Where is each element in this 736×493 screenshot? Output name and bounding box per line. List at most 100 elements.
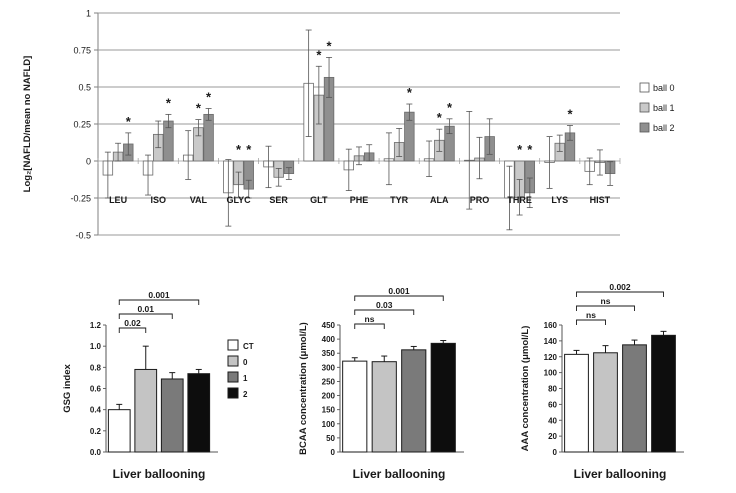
significance-pvalue: ns: [586, 310, 596, 320]
bar-aaa-concentration-1: [622, 344, 647, 453]
legend-swatch-0: [227, 355, 239, 367]
significance-asterisk: *: [567, 106, 573, 121]
ytick-label: 0: [86, 157, 91, 167]
ytick-label: 0.75: [73, 46, 91, 56]
significance-pvalue: ns: [365, 314, 375, 324]
ytick-label: 400: [322, 335, 336, 344]
ytick-label: 0.8: [90, 363, 102, 372]
ytick-label: -0.25: [70, 194, 91, 204]
ytick-label: 1.0: [90, 342, 102, 351]
bar-val-ball-2: [203, 113, 214, 162]
bar-aaa-concentration-2: [651, 334, 676, 453]
significance-pvalue: 0.001: [148, 290, 170, 300]
ytick-label: 80: [548, 385, 557, 394]
category-label-glt: GLT: [310, 195, 328, 205]
ytick-label: 140: [544, 337, 558, 346]
legend-swatch-2: [227, 387, 239, 399]
category-label-val: VAL: [190, 195, 208, 205]
ytick-label: 150: [322, 406, 336, 415]
legend-label-0: 0: [243, 358, 248, 367]
y-axis-title: GSG index: [62, 364, 73, 413]
ytick-label: 350: [322, 349, 336, 358]
x-axis-title: Liver ballooning: [113, 467, 206, 481]
ytick-label: 450: [322, 321, 336, 330]
significance-pvalue: 0.03: [376, 300, 393, 310]
significance-pvalue: ns: [601, 296, 611, 306]
category-label-lys: LYS: [551, 195, 568, 205]
ytick-label: 0.4: [90, 406, 102, 415]
ytick-label: 20: [548, 432, 557, 441]
aaa-chart: 0 20 40 60 80 100 120 140 160 AAA concentration (…: [520, 282, 684, 481]
category-label-tyr: TYR: [390, 195, 409, 205]
legend-swatch-1: [227, 371, 239, 383]
legend-label-2: 2: [243, 390, 248, 399]
bar-bcaa-concentration-1: [401, 349, 427, 453]
ytick-label: 100: [322, 420, 336, 429]
significance-bracket: [576, 291, 664, 297]
category-label-glyc: GLYC: [226, 195, 251, 205]
significance-asterisk: *: [126, 114, 132, 129]
bar-bcaa-concentration-0: [371, 361, 397, 453]
category-label-leu: LEU: [109, 195, 127, 205]
category-label-ala: ALA: [430, 195, 449, 205]
bar-bcaa-concentration-ct: [342, 360, 368, 453]
significance-bracket: [118, 327, 147, 333]
gsg-index-chart: 0.0 0.2 0.4 0.6 0.8 1.0 1.2 GSG index Liver ball…: [62, 290, 254, 481]
significance-asterisk: *: [327, 38, 333, 53]
significance-bracket: [354, 295, 444, 301]
legend-label-ball-2: ball 2: [653, 123, 675, 133]
bcaa-chart: 0 50 100 150 200 250 300 350 400 450 BCAA concentr…: [298, 286, 464, 481]
legend-label-ball-1: ball 1: [653, 103, 675, 113]
significance-pvalue: 0.001: [388, 286, 410, 296]
y-axis-title: Log₂[NAFLD/mean no NAFLD]: [22, 56, 33, 193]
ytick-label: 1: [86, 9, 91, 19]
ytick-label: 160: [544, 321, 558, 330]
bar-bcaa-concentration-2: [430, 342, 456, 453]
ytick-label: 0: [331, 448, 336, 457]
bar-gsg-index-1: [160, 378, 184, 453]
legend-swatch-ball-1: [639, 102, 650, 113]
significance-pvalue: 0.01: [137, 304, 154, 314]
significance-bracket: [354, 323, 385, 329]
ytick-label: 300: [322, 363, 336, 372]
ytick-label: 120: [544, 353, 558, 362]
significance-bracket: [118, 299, 200, 305]
significance-bracket: [576, 319, 606, 325]
significance-asterisk: *: [316, 47, 322, 62]
ytick-label: 100: [544, 369, 558, 378]
bar-gsg-index-0: [134, 368, 158, 453]
y-axis-title: AAA concentration (μmol/L): [520, 326, 531, 452]
significance-asterisk: *: [437, 110, 443, 125]
category-label-thre: THRE: [507, 195, 532, 205]
ytick-label: 0.25: [73, 120, 91, 130]
significance-asterisk: *: [407, 85, 413, 100]
significance-asterisk: *: [166, 95, 172, 110]
significance-bracket: [354, 309, 415, 315]
legend-swatch-ball-2: [639, 122, 650, 133]
legend-swatch-ct: [227, 339, 239, 351]
significance-bracket: [576, 305, 635, 311]
bar-aaa-concentration-ct: [564, 353, 589, 453]
ytick-label: 40: [548, 416, 557, 425]
ytick-label: 0.2: [90, 427, 102, 436]
bar-aaa-concentration-0: [593, 352, 618, 453]
significance-asterisk: *: [447, 100, 453, 115]
significance-asterisk: *: [527, 142, 533, 157]
ytick-label: 1.2: [90, 321, 102, 330]
legend-label-ct: CT: [243, 342, 254, 351]
significance-pvalue: 0.02: [124, 318, 141, 328]
significance-asterisk: *: [517, 142, 523, 157]
legend-label-ball-0: ball 0: [653, 83, 675, 93]
ytick-label: 200: [322, 392, 336, 401]
category-label-hist: HIST: [590, 195, 611, 205]
x-axis-title: Liver ballooning: [353, 467, 446, 481]
amino-acid-chart: 1 0.75 0.5 0.25 0 -0.25 -0.5 Log₂[NAFLD/mean no…: [22, 9, 675, 241]
category-label-phe: PHE: [350, 195, 369, 205]
significance-bracket: [118, 313, 173, 319]
significance-asterisk: *: [246, 142, 252, 157]
ytick-label: 50: [326, 434, 335, 443]
category-label-pro: PRO: [470, 195, 490, 205]
bar-gsg-index-ct: [107, 409, 131, 453]
